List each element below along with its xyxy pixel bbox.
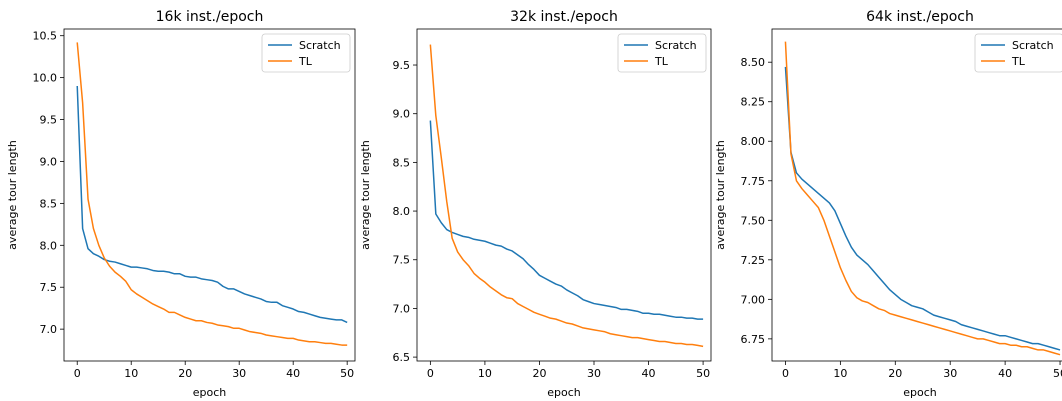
legend-label-scratch: Scratch	[655, 39, 697, 52]
x-tick-label: 50	[340, 367, 354, 380]
x-tick-label: 20	[532, 367, 546, 380]
x-axis-label: epoch	[193, 386, 227, 399]
x-tick-label: 20	[888, 367, 902, 380]
y-tick-label: 9.0	[40, 155, 58, 168]
y-tick-label: 8.5	[393, 156, 411, 169]
legend: Scratch TL	[618, 34, 706, 72]
x-tick-label: 0	[74, 367, 81, 380]
plot-frame	[772, 29, 1062, 361]
series-line-tl	[430, 45, 703, 347]
x-tick-label: 0	[782, 367, 789, 380]
y-tick-label: 7.75	[741, 175, 766, 188]
chart-title: 16k inst./epoch	[156, 9, 264, 25]
y-tick-label: 7.25	[741, 254, 766, 267]
x-tick-label: 50	[696, 367, 710, 380]
x-tick-label: 20	[178, 367, 192, 380]
legend-label-tl: TL	[298, 55, 313, 68]
x-tick-label: 10	[478, 367, 492, 380]
y-tick-label: 9.5	[40, 114, 58, 127]
series-line-tl	[77, 42, 347, 345]
chart-panel-2: 32k inst./epoch 0 10 20 30 40 50 6.5 7.0 7.5 8.0 8.…	[359, 9, 711, 399]
y-tick-label: 8.00	[741, 135, 766, 148]
x-tick-label: 40	[286, 367, 300, 380]
y-axis-label: average tour length	[6, 140, 19, 250]
chart-panel-3: 64k inst./epoch 0 10 20 30 40 50 6.75 7.00 7.25 7.…	[714, 9, 1062, 399]
y-tick-label: 8.25	[741, 96, 766, 109]
y-tick-label: 7.0	[393, 302, 411, 315]
legend-label-scratch: Scratch	[1012, 39, 1054, 52]
legend-label-tl: TL	[654, 55, 669, 68]
x-axis-label: epoch	[547, 386, 581, 399]
y-tick-label: 9.0	[393, 108, 411, 121]
y-tick-label: 8.0	[393, 205, 411, 218]
y-tick-label: 8.5	[40, 197, 58, 210]
series-line-scratch	[77, 86, 347, 322]
y-tick-label: 7.50	[741, 214, 766, 227]
x-tick-label: 0	[427, 367, 434, 380]
y-tick-label: 9.5	[393, 59, 411, 72]
chart-panel-1: 16k inst./epoch 0 10 20 30 40 50 7.0 7.5 8.0 8.5 9.…	[6, 9, 355, 399]
series-line-tl	[785, 42, 1060, 355]
x-tick-label: 30	[943, 367, 957, 380]
series-line-scratch	[430, 121, 703, 320]
x-tick-label: 40	[642, 367, 656, 380]
y-tick-label: 10.5	[33, 30, 58, 43]
x-tick-label: 50	[1053, 367, 1062, 380]
x-tick-label: 10	[124, 367, 138, 380]
x-tick-label: 10	[833, 367, 847, 380]
y-tick-label: 6.75	[741, 333, 766, 346]
y-tick-label: 7.00	[741, 293, 766, 306]
plot-frame	[417, 29, 711, 361]
y-axis-label: average tour length	[359, 140, 372, 250]
y-tick-label: 7.5	[393, 254, 411, 267]
x-tick-label: 30	[587, 367, 601, 380]
series-line-scratch	[785, 67, 1060, 350]
y-tick-label: 6.5	[393, 351, 411, 364]
legend: Scratch TL	[262, 34, 350, 72]
y-tick-label: 10.0	[33, 72, 58, 85]
chart-title: 64k inst./epoch	[866, 9, 974, 25]
legend-label-scratch: Scratch	[299, 39, 341, 52]
chart-title: 32k inst./epoch	[510, 9, 618, 25]
y-axis-label: average tour length	[714, 140, 727, 250]
y-tick-label: 8.50	[741, 56, 766, 69]
x-axis-label: epoch	[903, 386, 937, 399]
y-tick-label: 7.0	[40, 323, 58, 336]
x-tick-label: 30	[232, 367, 246, 380]
y-tick-label: 7.5	[40, 281, 58, 294]
legend-label-tl: TL	[1011, 55, 1026, 68]
legend: Scratch TL	[975, 34, 1062, 72]
x-tick-label: 40	[998, 367, 1012, 380]
plot-frame	[64, 29, 355, 361]
y-tick-label: 8.0	[40, 239, 58, 252]
